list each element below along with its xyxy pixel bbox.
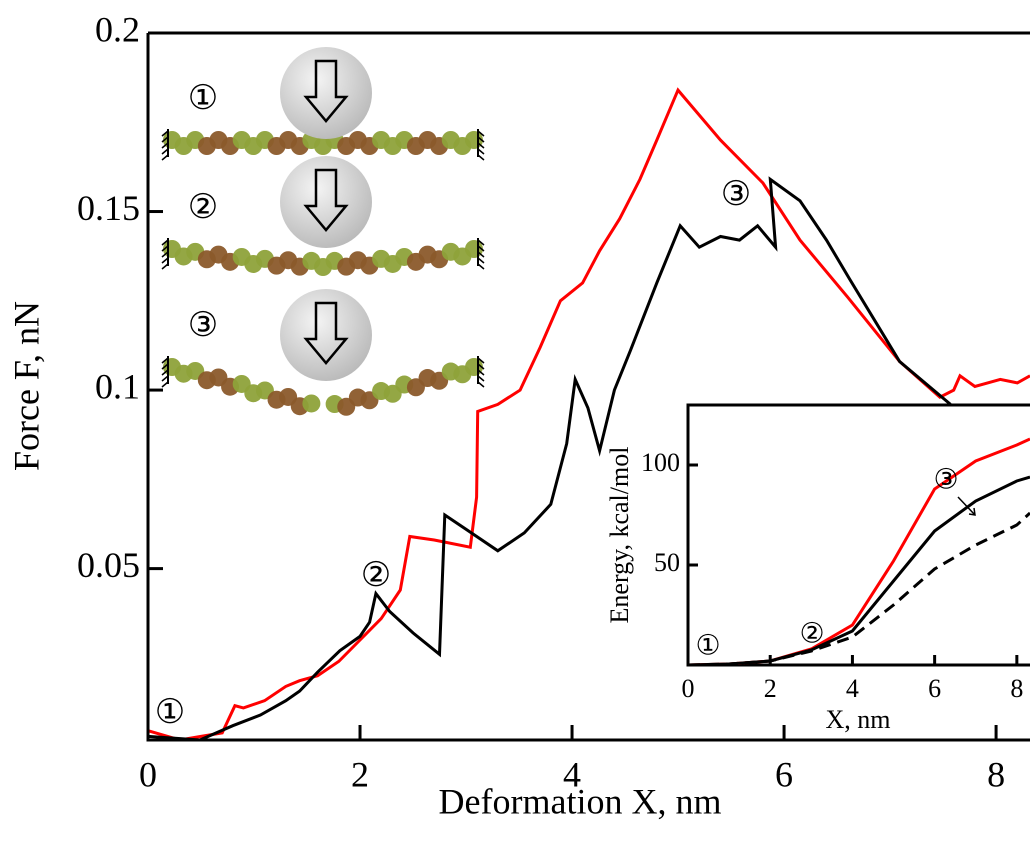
illustration: ① ② ③ [161,47,485,416]
annotation: ③ [933,464,958,495]
series-line [148,176,952,740]
wall-hatch [161,363,169,370]
wall-hatch [477,245,485,252]
wall-hatch [161,239,169,246]
x-tick-label: 4 [846,674,859,703]
wall-hatch [477,357,485,364]
wall-hatch [477,251,485,258]
x-tick-label: 2 [764,674,777,703]
wall-hatch [477,130,485,137]
inset-plot [688,437,1030,665]
wall-hatch [161,369,169,376]
annotation: ③ [721,176,751,213]
x-tick-label: 8 [1010,674,1023,703]
wall-hatch [477,381,485,388]
wall-hatch [161,257,169,264]
wall-hatch [161,251,169,258]
wall-hatch [161,263,169,270]
sphere [280,47,372,139]
x-axis-label: X, nm [826,705,891,734]
wall-hatch [161,381,169,388]
wall-hatch [161,136,169,143]
x-tick-label: 0 [682,674,695,703]
wall-hatch [477,257,485,264]
wall-hatch [477,142,485,149]
wall-hatch [477,369,485,376]
wall-hatch [477,148,485,155]
wall-hatch [477,263,485,270]
inset-frame [686,403,1030,667]
annotation: ① [695,630,720,661]
wall-hatch [477,239,485,246]
wall-hatch [161,142,169,149]
x-tick-label: 8 [987,754,1005,794]
illustration-label: ② [188,189,218,226]
y-tick-label: 0.05 [77,545,140,585]
x-tick-label: 0 [139,754,157,794]
wall-hatch [161,148,169,155]
wall-hatch [161,357,169,364]
wall-hatch [161,154,169,161]
y-tick-label: 100 [641,448,680,477]
arrow [303,301,349,365]
wall-hatch [161,130,169,137]
wall-hatch [477,375,485,382]
illustration-label: ① [188,80,218,117]
annotation-arrow [957,496,976,516]
sphere [280,156,372,248]
arrow [303,168,349,232]
y-tick-label: 0.2 [95,9,140,49]
y-tick-label: 50 [654,548,680,577]
sphere [280,289,372,381]
series-line [688,511,1030,665]
annotation: ① [155,694,185,731]
annotation: ② [799,618,824,649]
illustration-label: ③ [188,307,218,344]
x-tick-label: 2 [351,754,369,794]
y-tick-label: 0.15 [77,188,140,228]
main-frame [146,31,1030,742]
wall-hatch [161,375,169,382]
wall-hatch [477,154,485,161]
y-tick-label: 0.1 [95,366,140,406]
y-axis-label: Energy, kcal/mol [605,447,634,624]
arrow [303,59,349,123]
wall-hatch [477,136,485,143]
fibril-bead [302,394,321,413]
wall-hatch [161,245,169,252]
x-tick-label: 6 [775,754,793,794]
x-tick-label: 4 [563,754,581,794]
main-plot [148,87,1030,740]
annotation: ② [361,557,391,594]
x-axis-label: Deformation X, nm [439,781,722,821]
x-tick-label: 6 [928,674,941,703]
wall-hatch [477,363,485,370]
y-axis-label: Force F, nN [6,301,46,471]
